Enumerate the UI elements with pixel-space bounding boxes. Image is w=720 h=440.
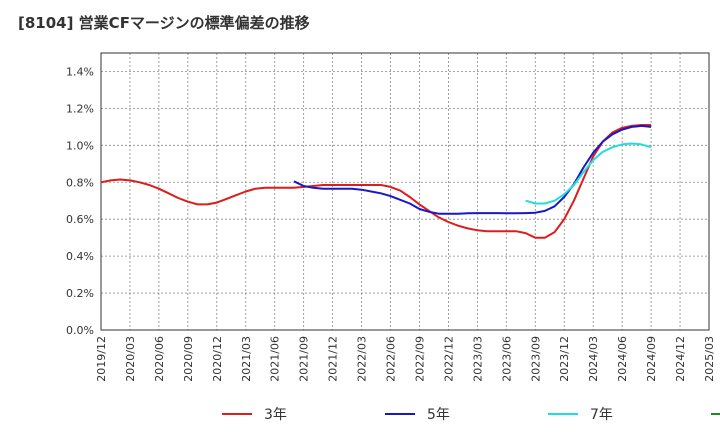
x-tick-label: 2019/12 [95,336,108,382]
series-line [100,124,652,239]
x-tick-label: 2024/06 [616,336,629,382]
x-tick-label: 2023/09 [529,336,542,382]
legend-label: 5年 [427,407,450,423]
series-line [293,124,652,215]
x-tick-label: 2024/03 [587,336,600,382]
y-tick-label: 1.2% [66,102,94,115]
y-tick-label: 0.0% [66,324,94,337]
x-tick-label: 2024/12 [674,336,687,382]
x-tick-label: 2021/06 [269,336,282,382]
chart-title: [8104] 営業CFマージンの標準偏差の推移 [18,14,310,32]
x-tick-label: 2020/06 [153,336,166,382]
x-tick-label: 2020/09 [182,336,195,382]
x-tick-label: 2022/03 [356,336,369,382]
legend-label: 3年 [264,407,287,423]
x-tick-label: 2023/06 [500,336,513,382]
y-tick-label: 0.2% [66,287,94,300]
x-tick-label: 2023/12 [558,336,571,382]
series-line [525,142,652,205]
plot-area [101,53,709,330]
x-tick-label: 2022/12 [442,336,455,382]
x-tick-label: 2022/09 [413,336,426,382]
x-tick-label: 2021/12 [327,336,340,382]
x-tick-label: 2021/09 [298,336,311,382]
x-tick-label: 2025/03 [703,336,716,382]
x-tick-label: 2022/06 [385,336,398,382]
y-tick-label: 0.8% [66,176,94,189]
y-tick-label: 1.4% [66,65,94,78]
legend-label: 7年 [590,407,613,423]
x-tick-label: 2023/03 [471,336,484,382]
y-tick-label: 0.4% [66,250,94,263]
x-tick-label: 2020/03 [124,336,137,382]
x-tick-label: 2024/09 [645,336,658,382]
y-tick-label: 0.6% [66,213,94,226]
y-tick-label: 1.0% [66,139,94,152]
x-tick-label: 2020/12 [211,336,224,382]
plot-border [100,52,710,331]
x-tick-label: 2021/03 [240,336,253,382]
